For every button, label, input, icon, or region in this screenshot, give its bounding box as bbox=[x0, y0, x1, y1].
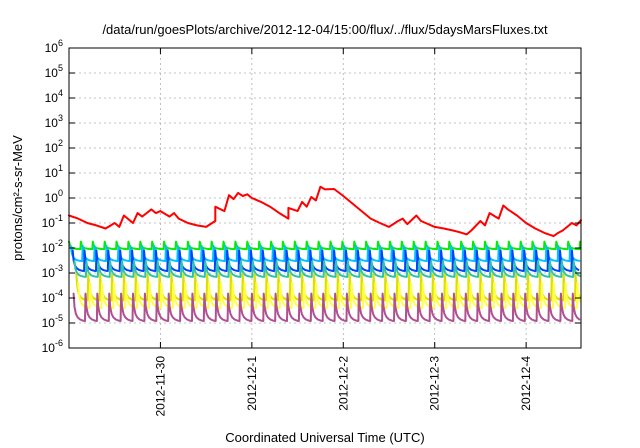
y-tick-labels: 10-6 10-5 10-4 10-3 10-2 10-1 100 101 102 103 104 1… bbox=[42, 38, 63, 355]
series-line-7 bbox=[77, 281, 581, 309]
y-tick-label: 104 bbox=[45, 88, 63, 105]
x-tick-label: 2012-12-4 bbox=[519, 356, 533, 411]
y-axis-label: protons/cm²-s-sr-MeV bbox=[10, 135, 25, 261]
y-tick-label: 10-4 bbox=[42, 288, 63, 305]
y-tick-label: 10-3 bbox=[42, 263, 63, 280]
y-tick-label: 103 bbox=[45, 113, 63, 130]
x-axis-label: Coordinated Universal Time (UTC) bbox=[225, 430, 424, 445]
x-tick-label: 2012-12-2 bbox=[336, 356, 350, 411]
series-line-2 bbox=[68, 240, 582, 251]
x-tick-labels: 2012-11-30 2012-12-1 2012-12-2 2012-12-3 201… bbox=[153, 356, 533, 417]
y-tick-label: 102 bbox=[45, 138, 63, 155]
y-tick-label: 105 bbox=[45, 63, 63, 80]
chart-title: /data/run/goesPlots/archive/2012-12-04/1… bbox=[102, 22, 548, 37]
axis-ticks bbox=[69, 47, 581, 349]
x-tick-label: 2012-11-30 bbox=[153, 356, 167, 417]
x-tick-label: 2012-12-1 bbox=[245, 356, 259, 411]
series-line-5 bbox=[73, 260, 582, 278]
series-line-8 bbox=[72, 292, 581, 322]
y-tick-label: 100 bbox=[45, 188, 63, 205]
y-tick-label: 10-6 bbox=[42, 338, 63, 355]
y-tick-label: 10-2 bbox=[42, 238, 63, 255]
y-tick-label: 106 bbox=[45, 38, 63, 55]
y-tick-label: 101 bbox=[45, 163, 63, 180]
series-line-1 bbox=[68, 185, 582, 238]
x-tick-label: 2012-12-3 bbox=[428, 356, 442, 411]
y-tick-label: 10-1 bbox=[42, 213, 63, 230]
plot-series bbox=[68, 185, 582, 322]
y-tick-label: 10-5 bbox=[42, 313, 63, 330]
